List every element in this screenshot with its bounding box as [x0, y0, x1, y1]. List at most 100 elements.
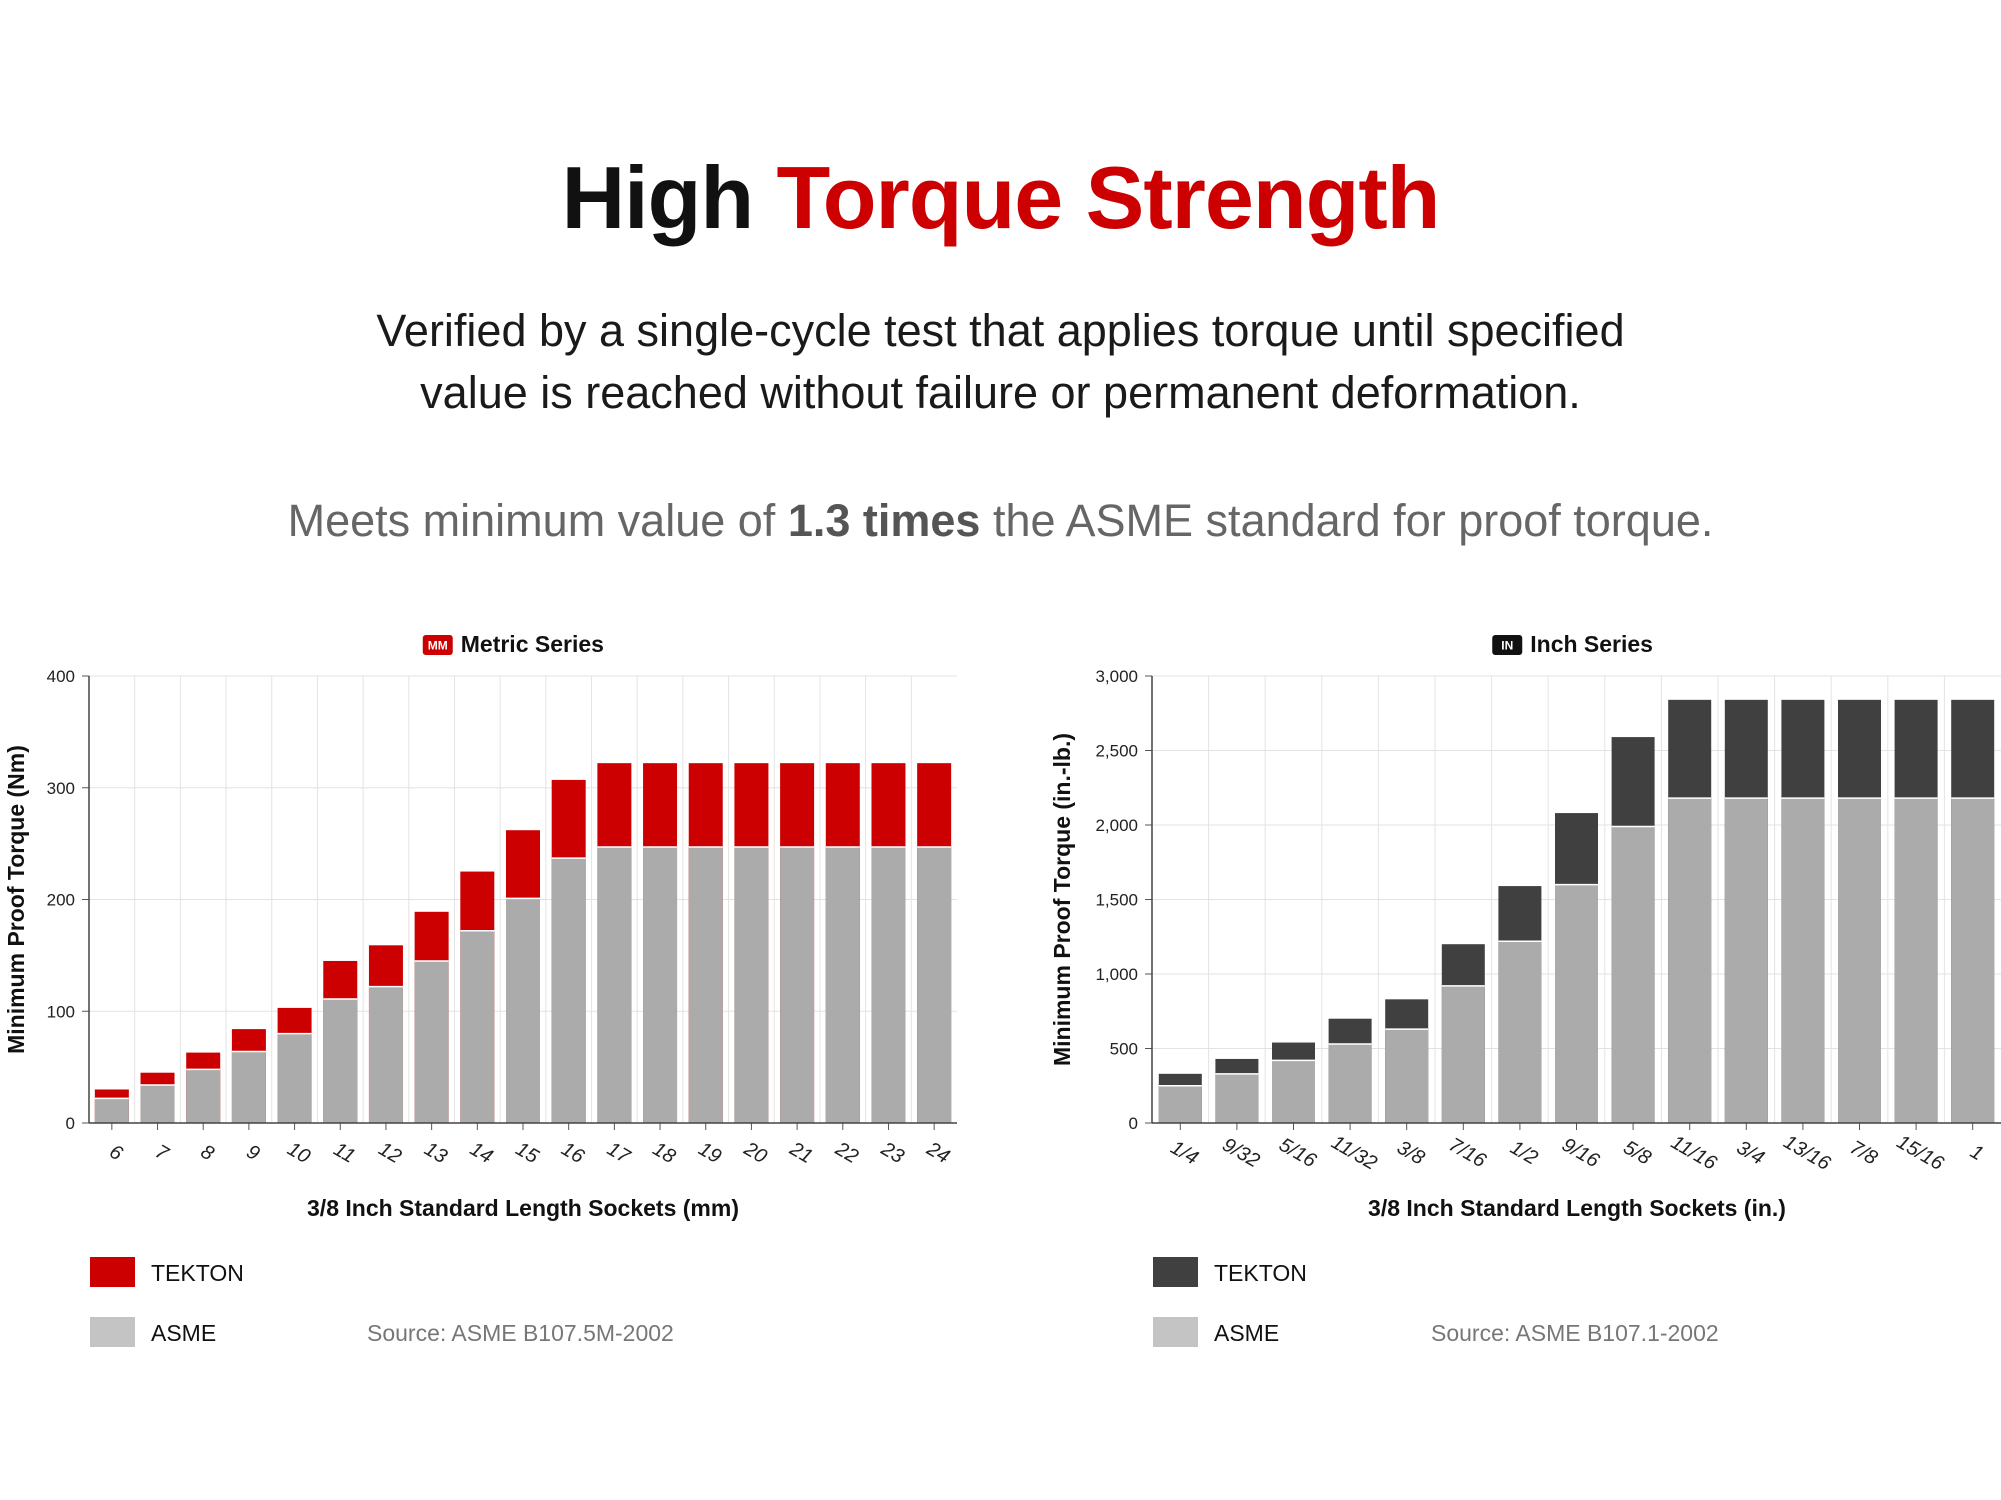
bar-asme [551, 858, 586, 1123]
description-line-2: value is reached without failure or perm… [420, 367, 1581, 418]
legend-swatch-asme [1153, 1317, 1198, 1347]
legend: TEKTON ASME [90, 1257, 244, 1347]
x-tick-label: 5/8 [1620, 1137, 1655, 1170]
y-axis-label: Minimum Proof Torque (in.-lb.) [1049, 733, 1075, 1066]
legend-label-asme: ASME [1214, 1320, 1279, 1346]
bar-asme [506, 898, 540, 1123]
claim-multiplier: 1.3 times [787, 495, 981, 546]
page-title: High Torque Strength [0, 148, 2001, 247]
in-badge [1492, 635, 1523, 655]
bar-asme [1838, 798, 1881, 1123]
mm-badge [422, 635, 453, 655]
x-tick-label: 10 [283, 1138, 313, 1168]
bar-asme [1611, 826, 1655, 1123]
x-tick-label: 1/2 [1506, 1137, 1541, 1170]
x-tick-label: 22 [831, 1137, 862, 1168]
x-tick-label: 7 [151, 1141, 172, 1166]
legend-swatch-asme [90, 1317, 135, 1347]
bar-asme [277, 1033, 312, 1123]
source-note: Source: ASME B107.1-2002 [1431, 1320, 1719, 1346]
bar-asme [1158, 1085, 1202, 1123]
y-tick-label: 0 [1129, 1114, 1138, 1133]
x-tick-label: 11/32 [1328, 1131, 1381, 1174]
y-axis-label: Minimum Proof Torque (Nm) [3, 745, 29, 1054]
x-axis-label: 3/8 Inch Standard Length Sockets (in.) [1368, 1195, 1786, 1221]
bar-asme [688, 846, 723, 1123]
bar-asme [460, 930, 495, 1123]
bar-asme [734, 846, 769, 1123]
chart-title: Inch Series [1530, 631, 1653, 657]
x-tick-label: 9 [243, 1141, 264, 1166]
chart-title: Metric Series [461, 631, 604, 657]
bar-asme [94, 1098, 129, 1123]
legend-swatch-tekton [90, 1257, 135, 1287]
bar-asme [414, 960, 449, 1123]
inch-chart: IN Inch Series 0 500 1,000 1,500 2,000 2,500 3,0… [1049, 631, 2001, 1347]
source-note: Source: ASME B107.5M-2002 [367, 1320, 674, 1346]
bar-asme [1781, 798, 1825, 1123]
x-tick-label: 9/32 [1219, 1134, 1264, 1173]
x-tick-label: 3/8 [1393, 1137, 1428, 1170]
y-tick-label: 0 [66, 1114, 75, 1133]
title-part-1: High [561, 148, 755, 247]
claim-text: Meets minimum value of 1.3 times the ASM… [0, 495, 2001, 547]
y-tick-label: 3,000 [1095, 667, 1138, 686]
x-tick-label: 1 [1966, 1141, 1987, 1166]
x-tick-label: 11/16 [1667, 1131, 1721, 1175]
bar-asme [597, 846, 632, 1123]
legend-label-asme: ASME [151, 1320, 216, 1346]
bar-asme [1668, 798, 1712, 1123]
bar-asme [1328, 1044, 1372, 1123]
x-tick-label: 13/16 [1780, 1131, 1835, 1176]
bar-asme [1498, 941, 1542, 1123]
claim-prefix: Meets minimum value of [287, 495, 776, 546]
bar-asme [140, 1085, 175, 1123]
x-tick-label: 16 [558, 1138, 589, 1169]
metric-chart: MM Metric Series 0 100 200 300 400 6 7 8 9 10 11 12 13… [3, 631, 957, 1347]
x-tick-label: 24 [922, 1137, 953, 1168]
x-tick-label: 23 [876, 1137, 907, 1168]
y-tick-label: 2,000 [1095, 816, 1138, 835]
y-tick-label: 500 [1110, 1040, 1138, 1059]
bar-asme [1951, 798, 1995, 1123]
bar-asme [1215, 1073, 1259, 1123]
y-tick-label: 200 [47, 891, 75, 910]
y-tick-label: 300 [47, 779, 75, 798]
x-tick-label: 3/4 [1733, 1137, 1768, 1170]
x-tick-label: 7/8 [1846, 1137, 1881, 1170]
x-tick-label: 7/16 [1445, 1134, 1490, 1173]
x-axis-label: 3/8 Inch Standard Length Sockets (mm) [307, 1195, 739, 1221]
legend-label-tekton: TEKTON [151, 1260, 244, 1286]
bar-asme [871, 846, 906, 1123]
x-tick-label: 15/16 [1893, 1131, 1948, 1176]
bar-asme [231, 1051, 266, 1123]
bar-asme [1441, 985, 1485, 1123]
x-tick-label: 9/16 [1558, 1134, 1603, 1173]
x-tick-label: 20 [739, 1137, 770, 1168]
bar-asme [917, 846, 952, 1123]
y-tick-label: 100 [47, 1002, 75, 1021]
claim-suffix: the ASME standard for proof torque. [992, 495, 1714, 546]
x-tick-label: 15 [512, 1138, 543, 1169]
badge-label: IN [1501, 639, 1513, 653]
bar-asme [1385, 1029, 1429, 1123]
x-tick-label: 17 [603, 1138, 634, 1169]
x-tick-label: 19 [695, 1138, 725, 1168]
title-part-2: Torque Strength [776, 148, 1441, 247]
description-line-1: Verified by a single-cycle test that app… [376, 305, 1625, 356]
y-tick-label: 1,500 [1095, 891, 1138, 910]
legend-label-tekton: TEKTON [1214, 1260, 1307, 1286]
bar-asme [825, 846, 860, 1123]
x-tick-label: 13 [420, 1138, 450, 1168]
bar-asme [1272, 1060, 1315, 1123]
bar-asme [323, 998, 358, 1123]
x-tick-label: 8 [197, 1141, 218, 1166]
bar-asme [186, 1069, 221, 1123]
bar-asme [1724, 798, 1768, 1123]
x-tick-label: 6 [106, 1141, 127, 1166]
bar-asme [1555, 884, 1598, 1123]
x-tick-label: 18 [649, 1138, 679, 1168]
x-tick-label: 21 [785, 1137, 816, 1168]
x-tick-label: 12 [375, 1138, 405, 1168]
